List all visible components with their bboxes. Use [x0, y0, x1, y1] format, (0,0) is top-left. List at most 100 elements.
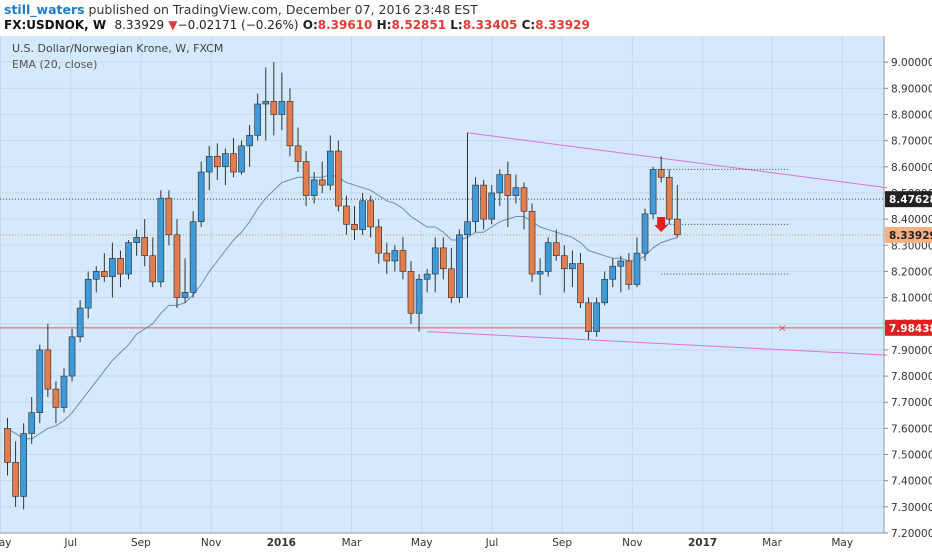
- candle-body: [593, 302, 600, 332]
- candle-body: [117, 258, 124, 275]
- indicator-label[interactable]: EMA (20, close): [12, 58, 97, 71]
- x-tick-label: May: [411, 537, 433, 549]
- candle-body: [577, 263, 584, 304]
- author-link[interactable]: still_waters: [4, 2, 85, 17]
- candle-body: [76, 307, 84, 338]
- candle-body: [407, 271, 415, 314]
- open-value: 8.39610: [317, 18, 373, 32]
- candle-body: [552, 242, 560, 257]
- open-label: O:: [302, 18, 318, 32]
- candles: [4, 62, 681, 510]
- candle-body: [569, 263, 576, 270]
- symbol-label: FX:USDNOK, W: [4, 18, 107, 32]
- candle-body: [84, 278, 92, 309]
- candle-body: [383, 252, 391, 262]
- candle-body: [294, 145, 302, 162]
- chart-title: U.S. Dollar/Norwegian Krone, W, FXCM: [12, 42, 223, 55]
- trendline: [467, 132, 888, 189]
- x-tick-label: Jul: [63, 537, 77, 549]
- candle-body: [262, 101, 270, 105]
- down-arrow-icon: ▼: [168, 18, 178, 32]
- quote-line: FX:USDNOK, W 8.33929 ▼−0.02171 (−0.26%) …: [4, 18, 590, 32]
- candle-body: [544, 242, 552, 272]
- y-tick-label: 7.60000: [891, 423, 932, 435]
- candle-body: [415, 278, 423, 314]
- candle-body: [310, 179, 318, 196]
- y-tick-label: 7.80000: [891, 371, 932, 383]
- chart-area[interactable]: × 9.000008.900008.800008.700008.600008.5…: [0, 36, 932, 550]
- y-tick-label: 8.60000: [891, 162, 932, 174]
- high-label: H:: [376, 18, 392, 32]
- candle-body: [205, 156, 213, 173]
- candle-body: [528, 210, 536, 275]
- candle-body: [367, 200, 374, 228]
- candle-body: [302, 161, 310, 196]
- x-tick-label: May: [831, 537, 853, 549]
- candle-body: [214, 156, 221, 168]
- candle-body: [351, 224, 358, 230]
- candle-body: [585, 302, 592, 332]
- candle-body: [617, 260, 625, 267]
- price-label-box: [885, 191, 932, 208]
- y-tick-label: 8.40000: [891, 214, 932, 226]
- candle-body: [278, 101, 286, 115]
- candle-body: [270, 101, 278, 115]
- candle-body: [536, 271, 544, 275]
- close-value: 8.33929: [535, 18, 590, 32]
- x-tick-label: 2016: [267, 537, 296, 549]
- candle-body: [318, 179, 326, 186]
- candle-body: [472, 184, 479, 223]
- candle-body: [36, 349, 44, 413]
- candle-body: [601, 278, 608, 304]
- x-tick-label: Jul: [485, 537, 499, 549]
- candle-body: [68, 336, 76, 377]
- time-axis-background: [0, 533, 884, 550]
- candle-body: [246, 135, 253, 147]
- candle-body: [399, 250, 407, 272]
- candle-body: [641, 213, 649, 254]
- candle-body: [60, 375, 68, 408]
- candle-body: [92, 271, 100, 280]
- candle-body: [649, 169, 657, 215]
- x-tick-label: Nov: [201, 537, 222, 549]
- x-tick-label: Sep: [552, 537, 572, 549]
- x-tick-label: Mar: [342, 537, 362, 549]
- candle-body: [657, 169, 665, 178]
- ema-line: [7, 174, 678, 440]
- arrow-down-icon: [654, 216, 669, 232]
- candle-body: [464, 221, 471, 236]
- price-label-text: 7.98438: [889, 323, 932, 335]
- candle-body: [423, 273, 431, 280]
- candle-body: [456, 234, 463, 298]
- low-label: L:: [450, 18, 463, 32]
- candle-body: [488, 192, 496, 220]
- change-value: −0.02171 (−0.26%): [177, 18, 299, 32]
- candle-body: [286, 101, 294, 147]
- candle-body: [125, 242, 132, 275]
- candle-body: [222, 153, 229, 168]
- published-line: still_waters published on TradingView.co…: [4, 2, 478, 17]
- candle-body: [665, 176, 673, 220]
- price-label-box: [885, 226, 932, 243]
- candle-body: [181, 292, 189, 298]
- candle-body: [165, 197, 173, 236]
- x-tick-label: Sep: [131, 537, 151, 549]
- time-axis: May Jul Sep Nov 2016 Mar May Jul Sep Nov 2017 Mar Ma…: [0, 537, 853, 549]
- published-text: published on TradingView.com, December 0…: [88, 2, 478, 17]
- candle-body: [448, 268, 455, 298]
- candle-body: [238, 145, 245, 173]
- y-tick-label: 7.20000: [891, 528, 932, 540]
- y-tick-label: 7.70000: [891, 397, 932, 409]
- close-label: C:: [521, 18, 536, 32]
- price-chart[interactable]: × 9.000008.900008.800008.700008.600008.5…: [0, 36, 932, 550]
- candle-body: [674, 218, 681, 236]
- high-value: 8.52851: [391, 18, 447, 32]
- y-tick-label: 7.40000: [891, 476, 932, 488]
- price-label-box: [885, 319, 932, 336]
- y-tick-label: 7.50000: [891, 450, 932, 462]
- candle-body: [633, 252, 641, 285]
- candle-body: [52, 388, 60, 408]
- candle-body: [504, 174, 512, 196]
